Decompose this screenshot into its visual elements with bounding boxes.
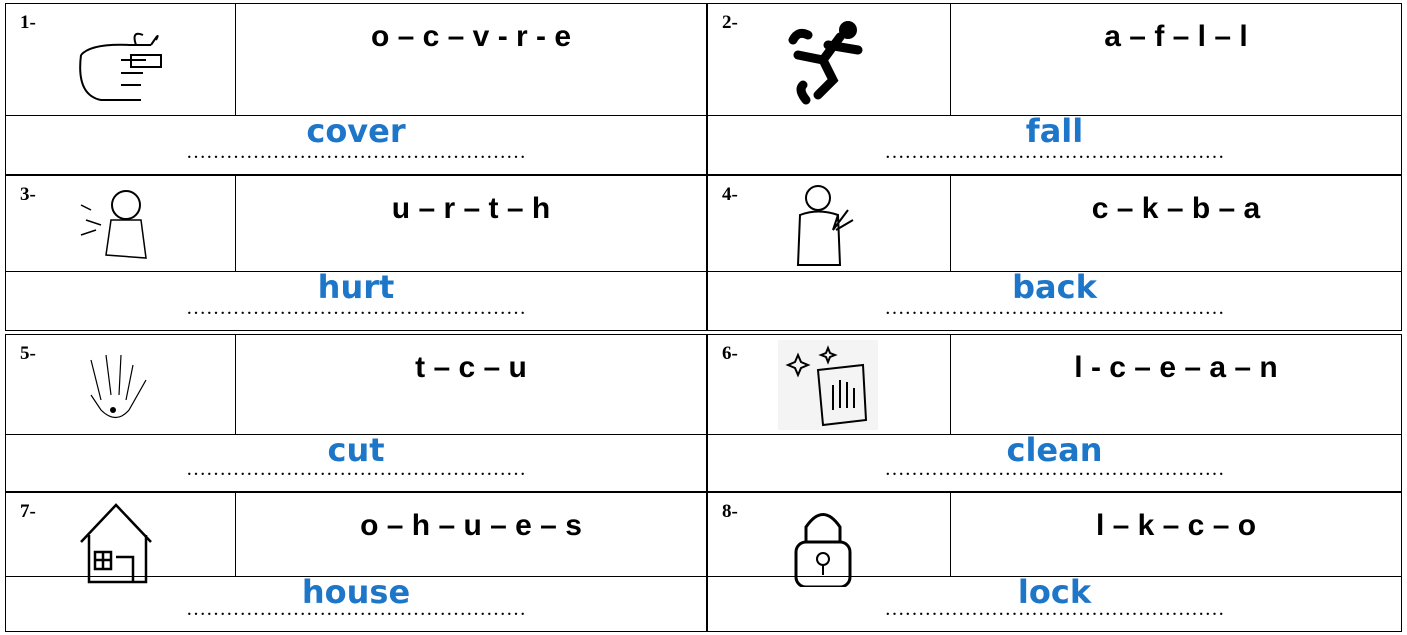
item-number: 5- [20, 343, 36, 364]
letters-cell: l – k – c – o [950, 492, 1402, 577]
letters-cell: u – r – t – h [235, 175, 707, 272]
letters-cell: o – c – v - r - e [235, 3, 707, 116]
answer-line: …………………………………………… [186, 458, 526, 480]
answer: clean [1006, 431, 1103, 469]
scrambled-letters: u – r – t – h [391, 192, 551, 225]
answer: hurt [317, 268, 395, 306]
answer-cell: …………………………………………… cut [5, 431, 707, 492]
answer-line: …………………………………………… [186, 598, 526, 620]
item-number: 6- [722, 343, 738, 364]
picture-icon [788, 21, 863, 105]
scrambled-letters: c – k – b – a [1091, 192, 1261, 225]
answer-line: …………………………………………… [186, 141, 526, 163]
answer-cell: …………………………………………… hurt [5, 268, 707, 331]
picture-icon [778, 340, 878, 430]
item-number: 8- [722, 501, 738, 522]
answer: back [1012, 268, 1097, 306]
scrambled-letters: l - c – e – a – n [1074, 351, 1278, 384]
answer-line: …………………………………………… [884, 297, 1225, 319]
picture-cell: 2- [707, 3, 951, 116]
scrambled-letters: t – c – u [415, 351, 527, 384]
answer-cell: …………………………………………… house [5, 573, 707, 632]
answer-cell: …………………………………………… back [707, 268, 1402, 331]
answer-cell: …………………………………………… clean [707, 431, 1402, 492]
letters-cell: o – h – u – e – s [235, 492, 707, 577]
answer-line: …………………………………………… [186, 297, 526, 319]
item-number: 7- [20, 501, 36, 522]
picture-cell: 3- [5, 175, 236, 272]
picture-cell: 7- [5, 492, 236, 584]
picture-cell: 6- [707, 334, 951, 435]
picture-icon [80, 503, 152, 584]
answer: house [301, 573, 411, 611]
picture-icon [794, 513, 852, 587]
letters-cell: c – k – b – a [950, 175, 1402, 272]
picture-cell: 8- [707, 492, 951, 587]
scrambled-letters: l – k – c – o [1095, 509, 1257, 542]
answer-cell: …………………………………………… cover [5, 112, 707, 175]
item-number: 1- [20, 12, 36, 33]
picture-icon [796, 185, 854, 266]
picture-cell: 1- [5, 3, 236, 116]
answer-cell: …………………………………………… fall [707, 112, 1402, 175]
item-number: 2- [722, 12, 738, 33]
picture-cell: 4- [707, 175, 951, 272]
picture-icon [79, 32, 162, 101]
answer: cover [306, 112, 406, 150]
answer-line: …………………………………………… [884, 598, 1225, 620]
answer-line: …………………………………………… [884, 458, 1225, 480]
letters-cell: a – f – l – l [950, 3, 1402, 116]
scrambled-letters: a – f – l – l [1104, 20, 1248, 53]
answer-line: …………………………………………… [884, 141, 1225, 163]
scrambled-letters: o – h – u – e – s [360, 509, 582, 542]
item-number: 4- [722, 184, 738, 205]
answer: fall [1025, 112, 1084, 150]
item-number: 3- [20, 184, 36, 205]
picture-icon [80, 190, 147, 259]
picture-cell: 5- [5, 334, 236, 435]
answer-cell: …………………………………………… lock [707, 573, 1402, 632]
letters-cell: t – c – u [235, 334, 707, 435]
scrambled-letters: o – c – v - r - e [370, 20, 572, 53]
answer: lock [1017, 573, 1092, 611]
picture-icon [90, 354, 147, 419]
letters-cell: l - c – e – a – n [950, 334, 1402, 435]
answer: cut [327, 431, 385, 469]
